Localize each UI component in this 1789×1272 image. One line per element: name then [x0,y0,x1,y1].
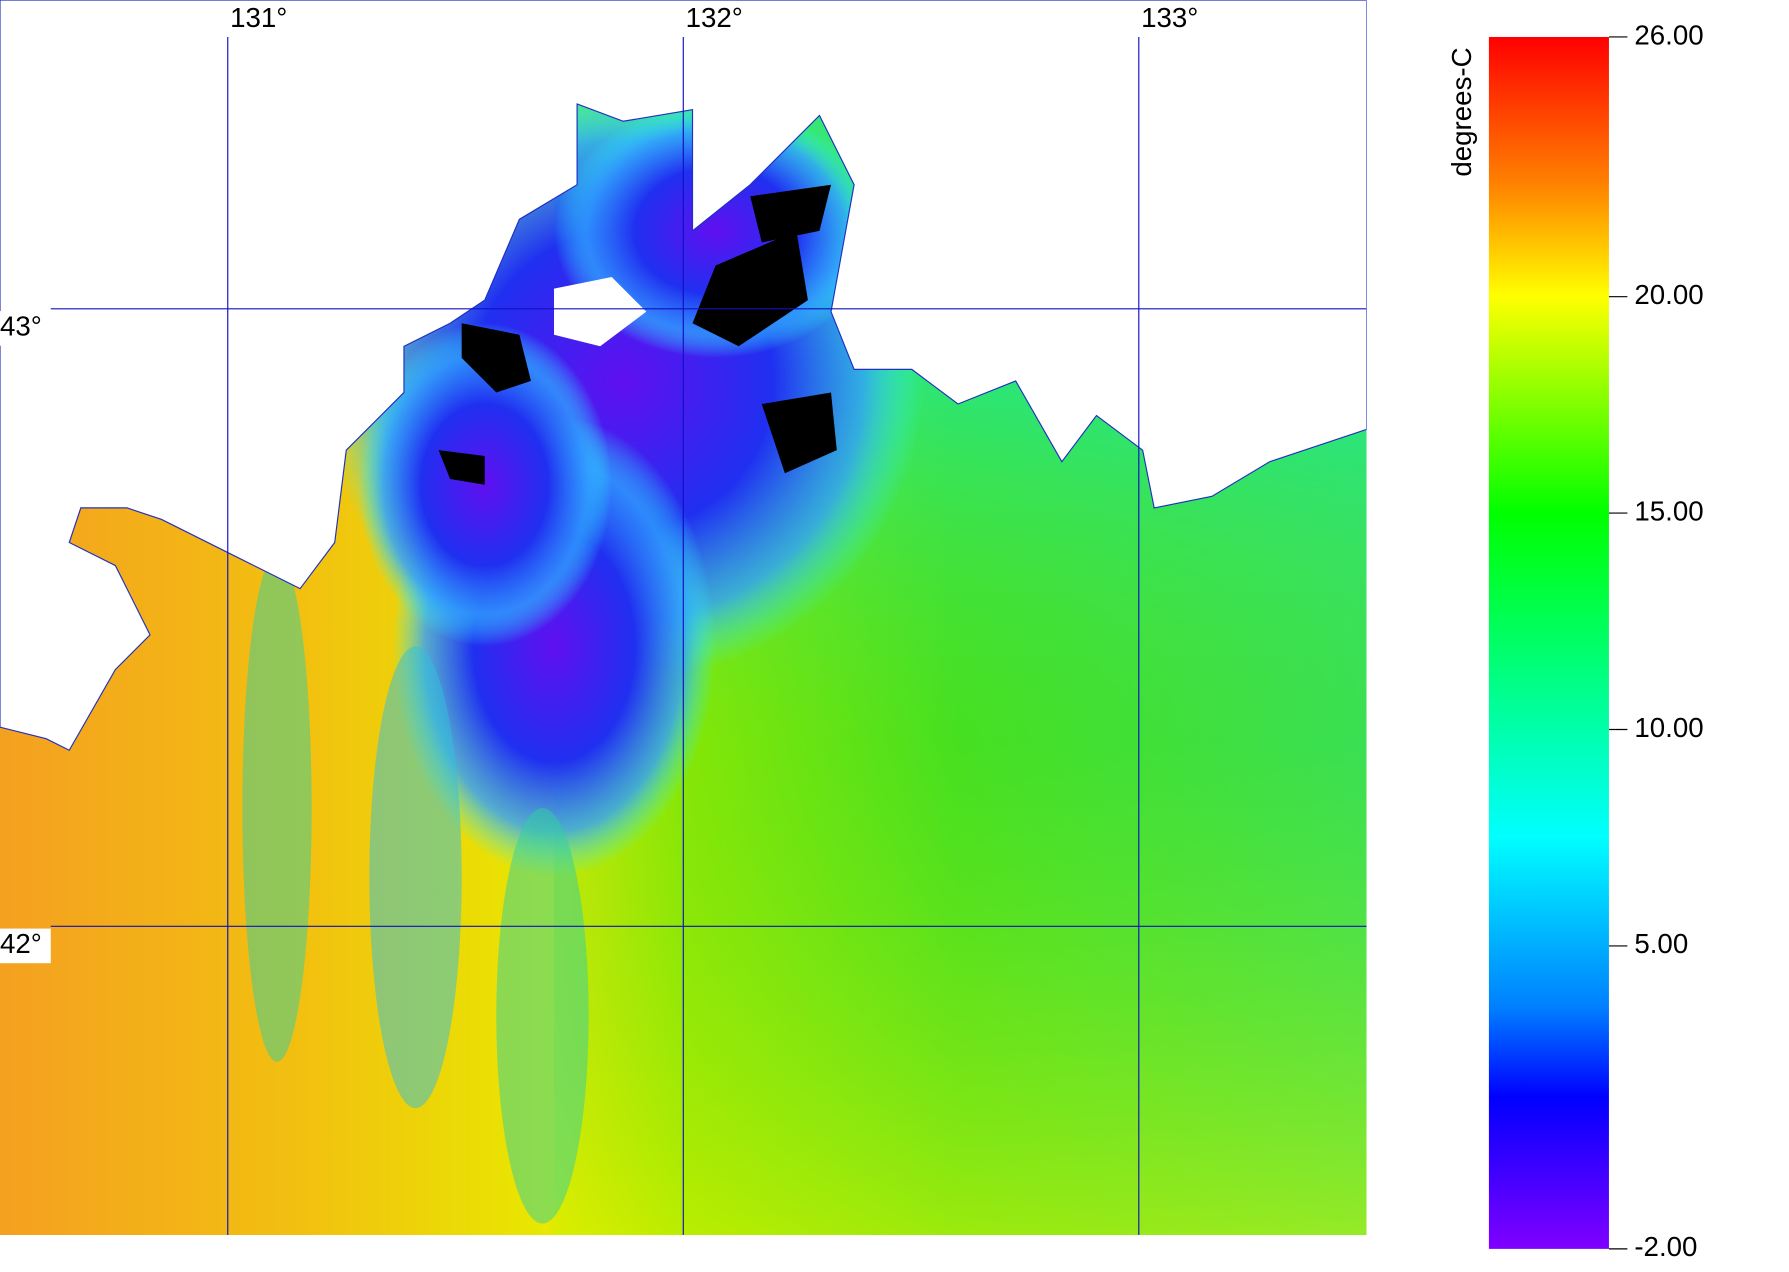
land [554,277,647,347]
lon-tick-label: 131° [230,2,287,33]
lat-label-bg [0,311,51,346]
lat-tick-label: 42° [0,928,42,959]
colorbar-tick-label: 5.00 [1634,928,1688,959]
colorbar-tick-label: 26.00 [1634,19,1703,50]
colorbar-tick-label: 10.00 [1634,712,1703,743]
cold-streak [242,554,312,1062]
colorbar-tick-label: -2.00 [1634,1231,1697,1262]
colorbar-label: degrees-C [1446,47,1477,176]
graticule: 131° 132° 133° 43° 42° [0,2,1367,1236]
lat-label-bg [0,928,51,964]
cold-core [750,184,832,243]
cold-streak [496,807,589,1224]
cold-core [461,323,531,393]
cold-core [438,450,485,485]
lon-tick-label: 132° [686,2,743,33]
cold-core [761,392,837,474]
colorbar [1488,36,1609,1249]
lon-tick-label: 133° [1141,2,1198,33]
lat-tick-label: 43° [0,311,42,342]
colorbar-tick-label: 20.00 [1634,279,1703,310]
land [0,0,1367,752]
cold-core [692,230,808,347]
colorbar-tick-label: 15.00 [1634,495,1703,526]
cold-streak [369,646,462,1109]
